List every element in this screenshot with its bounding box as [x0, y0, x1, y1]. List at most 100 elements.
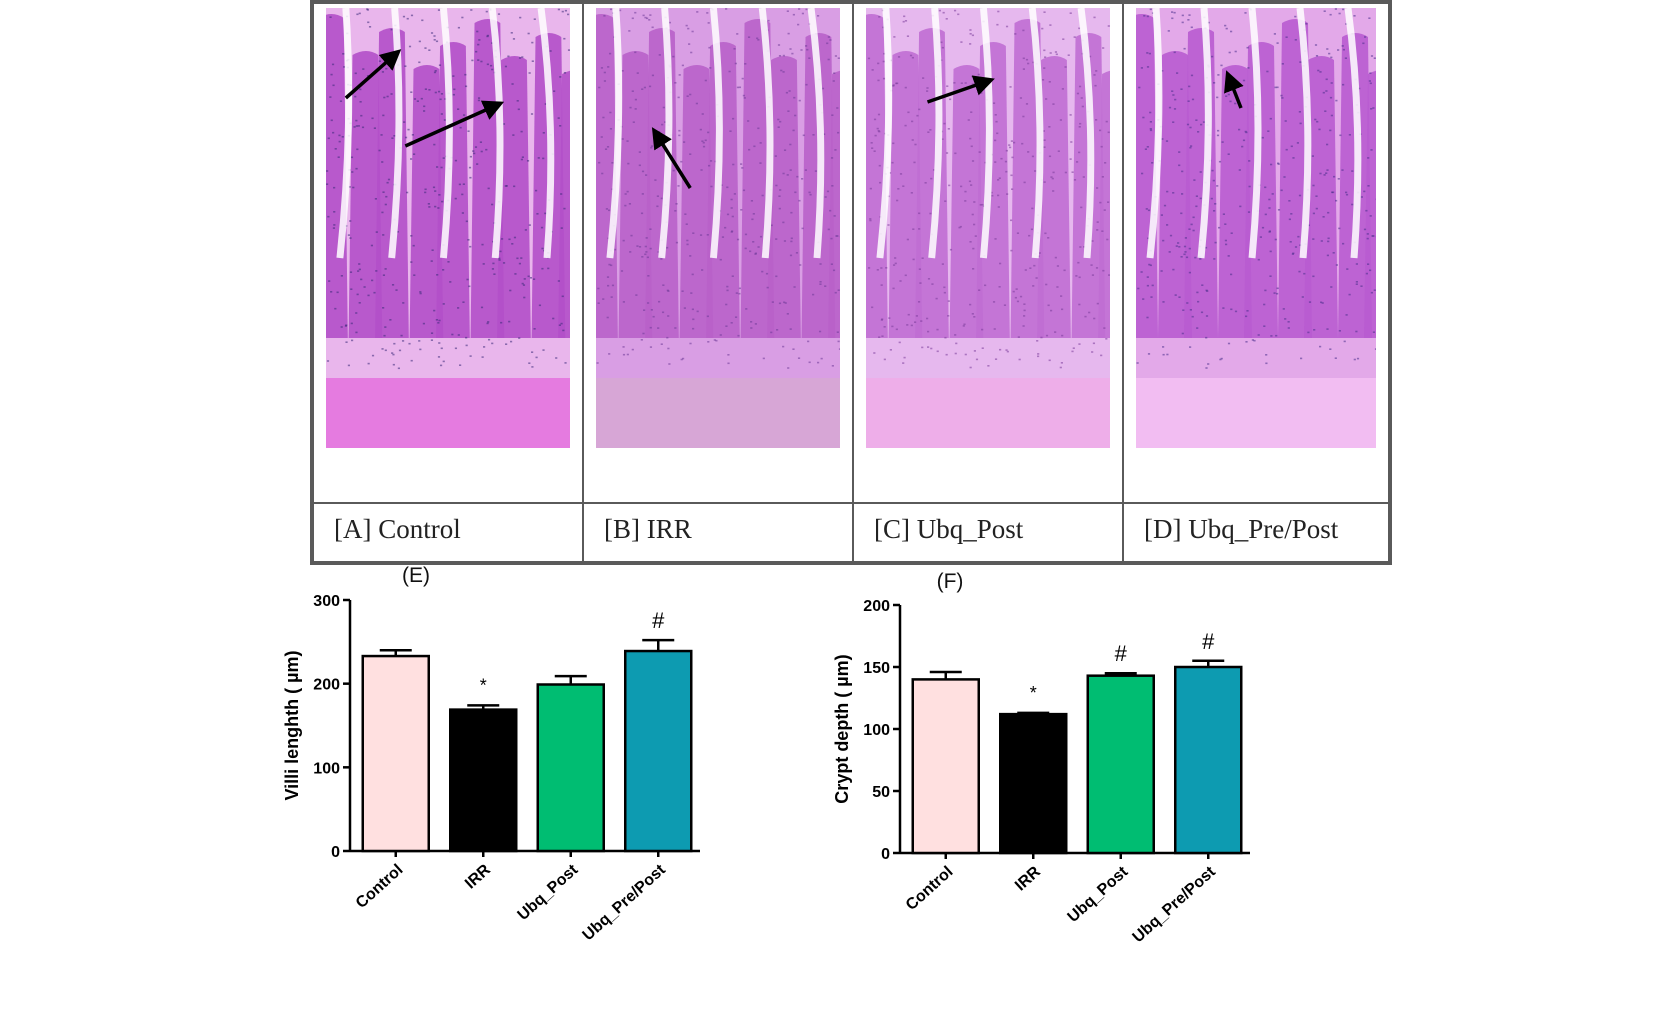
nucleus-dot [481, 243, 484, 246]
nucleus-dot [643, 309, 646, 311]
micrograph-panel-b: [B] IRR [584, 4, 854, 561]
nucleus-dot [458, 183, 461, 186]
nucleus-dot [1094, 84, 1097, 87]
nucleus-dot [831, 185, 834, 187]
nucleus-dot [491, 68, 494, 71]
nucleus-dot [541, 267, 544, 270]
nucleus-dot [725, 8, 728, 10]
nucleus-dot [491, 342, 494, 345]
nucleus-dot [1290, 145, 1293, 148]
nucleus-dot [562, 329, 565, 332]
nucleus-dot [1178, 151, 1181, 153]
nucleus-dot [486, 34, 489, 37]
nucleus-dot [1325, 90, 1328, 92]
nucleus-dot [838, 348, 840, 350]
nucleus-dot [1064, 66, 1067, 68]
nucleus-dot [381, 161, 384, 163]
nucleus-dot [963, 323, 966, 326]
nucleus-dot [1104, 162, 1107, 164]
nucleus-dot [380, 134, 383, 136]
nucleus-dot [1195, 205, 1198, 208]
nucleus-dot [747, 120, 750, 122]
nucleus-dot [789, 169, 792, 171]
nucleus-dot [457, 307, 460, 309]
nucleus-dot [922, 77, 925, 79]
nucleus-dot [468, 285, 471, 288]
nucleus-dot [706, 234, 709, 236]
nucleus-dot [918, 268, 921, 270]
nucleus-dot [602, 116, 605, 119]
nucleus-dot [1191, 315, 1194, 318]
nucleus-dot [1173, 51, 1176, 54]
nucleus-dot [691, 30, 694, 33]
villus-shape [348, 51, 383, 338]
histology-image [1136, 8, 1376, 468]
nucleus-dot [1342, 83, 1345, 86]
nucleus-dot [383, 96, 386, 99]
nucleus-dot [454, 159, 458, 162]
nucleus-dot [960, 41, 963, 43]
nucleus-dot [513, 185, 516, 188]
nucleus-dot [1311, 155, 1314, 157]
nucleus-dot [347, 364, 351, 367]
nucleus-dot [523, 296, 526, 299]
nucleus-dot [561, 10, 564, 13]
nucleus-dot [1188, 228, 1191, 230]
nucleus-dot [465, 220, 468, 223]
nucleus-dot [1202, 121, 1206, 123]
y-tick-label: 100 [313, 760, 340, 777]
nucleus-dot [789, 328, 792, 330]
nucleus-dot [1312, 212, 1315, 215]
nucleus-dot [424, 47, 427, 49]
nucleus-dot [978, 289, 981, 291]
nucleus-dot [391, 284, 395, 286]
nucleus-dot [897, 56, 901, 58]
nucleus-dot [366, 8, 369, 10]
nucleus-dot [370, 244, 374, 247]
nucleus-dot [374, 198, 377, 200]
muscle-layer [326, 378, 570, 448]
nucleus-dot [511, 83, 514, 85]
nucleus-dot [407, 128, 410, 131]
nucleus-dot [1294, 15, 1297, 18]
nucleus-dot [536, 213, 539, 215]
nucleus-dot [462, 301, 465, 303]
nucleus-dot [1043, 139, 1046, 141]
nucleus-dot [909, 54, 913, 57]
nucleus-dot [1345, 314, 1348, 316]
nucleus-dot [804, 169, 807, 171]
nucleus-dot [621, 138, 624, 140]
nucleus-dot [821, 87, 825, 90]
nucleus-dot [1333, 175, 1336, 178]
nucleus-dot [492, 262, 495, 265]
nucleus-dot [381, 211, 384, 214]
nucleus-dot [350, 322, 353, 325]
nucleus-dot [1296, 142, 1299, 144]
nucleus-dot [1224, 223, 1227, 225]
nucleus-dot [819, 283, 822, 285]
nucleus-dot [502, 123, 506, 125]
nucleus-dot [757, 39, 760, 41]
nucleus-dot [332, 227, 336, 229]
nucleus-dot [964, 353, 967, 356]
nucleus-dot [1003, 304, 1007, 306]
nucleus-dot [384, 203, 387, 206]
nucleus-dot [1341, 169, 1344, 171]
nucleus-dot [1056, 265, 1060, 267]
nucleus-dot [1334, 8, 1337, 10]
nucleus-dot [652, 315, 655, 318]
nucleus-dot [812, 134, 815, 136]
nucleus-dot [486, 35, 489, 38]
nucleus-dot [1363, 190, 1366, 193]
nucleus-dot [1266, 70, 1269, 73]
nucleus-dot [807, 340, 810, 343]
nucleus-dot [531, 60, 534, 62]
nucleus-dot [613, 248, 617, 251]
nucleus-dot [1297, 235, 1300, 238]
nucleus-dot [661, 311, 665, 314]
nucleus-dot [1090, 264, 1093, 266]
nucleus-dot [1329, 348, 1332, 350]
nucleus-dot [971, 313, 974, 315]
nucleus-dot [682, 141, 686, 143]
nucleus-dot [1246, 46, 1249, 49]
